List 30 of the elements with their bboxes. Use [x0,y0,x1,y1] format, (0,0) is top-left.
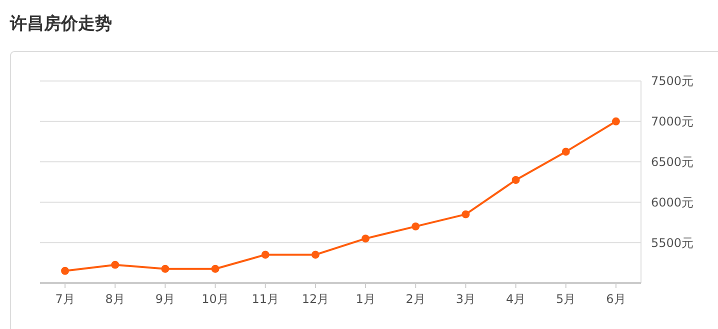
x-tick-label: 6月 [606,292,626,306]
y-tick-label: 6000元 [651,195,694,210]
point [462,210,470,218]
x-tick-label: 7月 [55,292,75,306]
point [562,148,570,156]
point [362,234,370,243]
point [61,266,70,275]
point [612,117,620,126]
y-tick-label: 6500元 [651,155,694,169]
x-tick-label: 10月 [202,292,229,306]
point [161,264,170,273]
point [311,250,320,259]
point [111,260,120,269]
point [412,222,420,230]
x-tick-label: 4月 [506,292,526,306]
y-tick-label: 7500元 [651,74,694,88]
x-tick-label: 8月 [105,292,125,306]
x-tick-label: 1月 [356,292,376,306]
x-tick-label: 11月 [252,292,280,306]
x-tick-label: 12月 [302,292,330,306]
x-tick-label: 9月 [155,292,176,306]
point [211,264,220,273]
point [261,250,270,259]
x-tick-label: 5月 [556,292,576,306]
point [512,176,520,184]
x-tick-label: 2月 [406,292,426,306]
y-tick-label: 5500元 [651,236,694,250]
chart-title: 许昌房价走势 [9,14,112,34]
x-tick-label: 3月 [456,292,476,306]
y-tick-label: 7000元 [651,114,694,129]
